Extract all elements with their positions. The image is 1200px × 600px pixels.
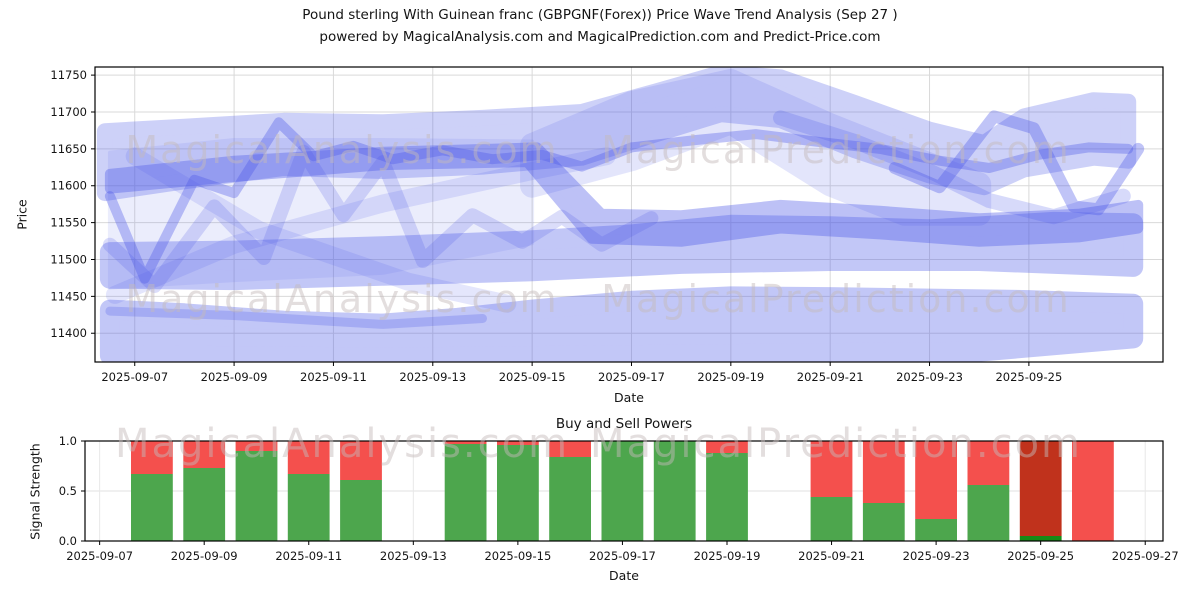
wave-band xyxy=(102,144,659,293)
svg-text:0.5: 0.5 xyxy=(59,484,77,498)
svg-text:2025-09-27: 2025-09-27 xyxy=(1112,549,1179,563)
buy-bar-segment xyxy=(706,453,748,541)
buy-bar-segment xyxy=(653,441,696,541)
buy-bar-segment xyxy=(915,519,957,541)
buy-bar-segment xyxy=(967,485,1010,541)
buy-bar-segment xyxy=(444,444,487,541)
wave-band xyxy=(125,147,517,313)
svg-text:2025-09-25: 2025-09-25 xyxy=(995,370,1062,384)
wave-band xyxy=(104,117,1134,284)
svg-text:2025-09-07: 2025-09-07 xyxy=(101,370,168,384)
svg-text:2025-09-15: 2025-09-15 xyxy=(484,549,551,563)
svg-text:2025-09-19: 2025-09-19 xyxy=(697,370,764,384)
sell-bar-segment xyxy=(235,441,278,451)
sell-bar-segment xyxy=(287,441,330,474)
price-chart-ticks: 11400 11450 11500 11550 11600 11650 11700 11750… xyxy=(50,68,1062,384)
buy-sell-bars xyxy=(131,441,1114,541)
buy-bar-segment xyxy=(549,457,591,541)
price-wave-bands xyxy=(96,67,1145,362)
svg-text:2025-09-11: 2025-09-11 xyxy=(300,370,367,384)
svg-text:2025-09-13: 2025-09-13 xyxy=(399,370,466,384)
wave-band xyxy=(107,138,535,290)
chart-title-line1: Pound sterling With Guinean franc (GBPGN… xyxy=(302,7,898,23)
sell-bar-segment xyxy=(1072,441,1114,541)
wave-band xyxy=(888,110,1145,216)
price-chart-date-axis-label: Date xyxy=(614,390,644,405)
sell-bar-segment xyxy=(549,441,591,457)
svg-text:2025-09-09: 2025-09-09 xyxy=(171,549,238,563)
svg-text:11700: 11700 xyxy=(50,105,87,119)
svg-text:11400: 11400 xyxy=(50,326,87,340)
svg-text:1.0: 1.0 xyxy=(59,434,77,448)
sell-bar-segment xyxy=(810,441,853,497)
wave-band xyxy=(96,67,1137,202)
wave-band xyxy=(520,69,992,226)
sell-bar-segment xyxy=(340,441,382,480)
buy-bar-segment xyxy=(287,474,330,541)
svg-text:2025-09-21: 2025-09-21 xyxy=(797,370,864,384)
price-axis-label: Price xyxy=(14,199,30,230)
svg-text:11450: 11450 xyxy=(50,289,87,303)
svg-text:11600: 11600 xyxy=(50,179,87,193)
buy-bar-segment xyxy=(131,474,173,541)
sell-bar-segment xyxy=(131,441,173,474)
buy-bar-segment xyxy=(862,503,905,541)
svg-text:11550: 11550 xyxy=(50,216,87,230)
svg-text:2025-09-11: 2025-09-11 xyxy=(275,549,342,563)
sell-bar-segment xyxy=(444,441,487,444)
signal-chart-ticks: 0.0 0.5 1.0 2025-09-07 2025-09-09 2025-09-11 2… xyxy=(59,434,1179,563)
signal-axis-label: Signal Strength xyxy=(27,443,43,540)
signal-chart-title: Buy and Sell Powers xyxy=(555,416,693,432)
chart-title-line2: powered by MagicalAnalysis.com and Magic… xyxy=(319,29,881,45)
wave-band xyxy=(99,211,1144,291)
buy-bar-segment xyxy=(1019,536,1062,541)
svg-text:2025-09-17: 2025-09-17 xyxy=(589,549,656,563)
buy-bar-segment xyxy=(810,497,853,541)
sell-bar-segment xyxy=(183,441,226,468)
svg-text:2025-09-09: 2025-09-09 xyxy=(201,370,268,384)
svg-text:0.0: 0.0 xyxy=(59,534,77,548)
buy-bar-segment xyxy=(183,468,226,541)
svg-text:11650: 11650 xyxy=(50,142,87,156)
svg-text:2025-09-19: 2025-09-19 xyxy=(694,549,761,563)
buy-bar-segment xyxy=(497,445,539,541)
sell-bar-segment xyxy=(497,441,539,445)
wave-band xyxy=(773,110,1131,225)
svg-text:11500: 11500 xyxy=(50,252,87,266)
buy-bar-segment xyxy=(235,451,278,541)
wave-band xyxy=(105,306,487,329)
buy-bar-segment xyxy=(601,441,644,541)
svg-text:2025-09-25: 2025-09-25 xyxy=(1007,549,1074,563)
svg-text:2025-09-21: 2025-09-21 xyxy=(798,549,865,563)
sell-bar-segment xyxy=(706,441,748,453)
svg-text:2025-09-13: 2025-09-13 xyxy=(380,549,447,563)
price-chart-grid xyxy=(95,67,1163,362)
sell-bar-segment xyxy=(862,441,905,503)
svg-text:2025-09-23: 2025-09-23 xyxy=(903,549,970,563)
svg-text:2025-09-23: 2025-09-23 xyxy=(896,370,963,384)
wave-band xyxy=(104,142,1144,247)
sell-bar-segment xyxy=(967,441,1010,485)
wave-band xyxy=(99,286,1144,362)
svg-text:2025-09-17: 2025-09-17 xyxy=(598,370,665,384)
sell-bar-segment xyxy=(1019,441,1062,536)
svg-text:2025-09-07: 2025-09-07 xyxy=(66,549,133,563)
buy-bar-segment xyxy=(340,480,382,541)
svg-text:11750: 11750 xyxy=(50,68,87,82)
sell-bar-segment xyxy=(915,441,957,519)
price-chart-frame xyxy=(94,66,1164,363)
wave-band xyxy=(105,147,616,304)
svg-text:2025-09-15: 2025-09-15 xyxy=(499,370,566,384)
signal-chart-date-axis-label: Date xyxy=(609,568,639,583)
